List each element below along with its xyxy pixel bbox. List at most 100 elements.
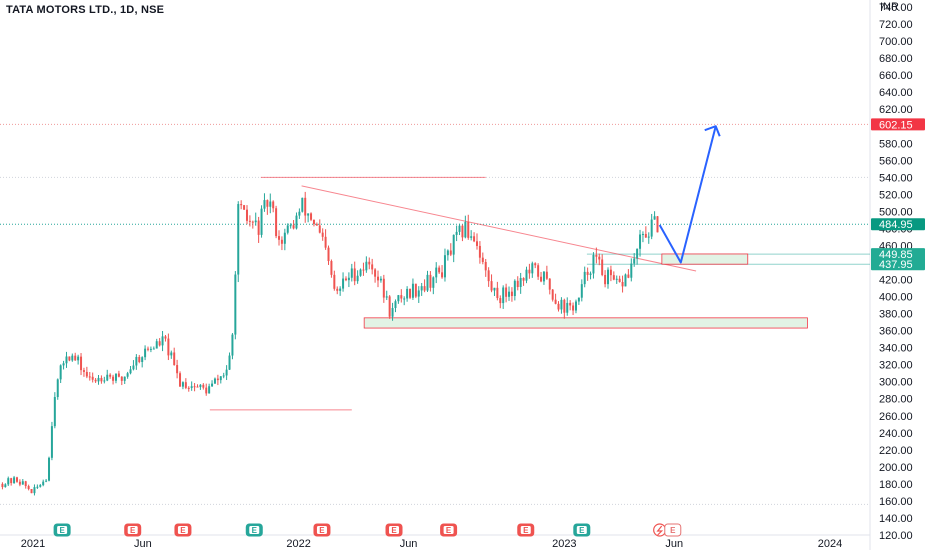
earnings-marker: E — [440, 523, 458, 537]
candle-body — [10, 478, 13, 484]
candle — [589, 271, 592, 280]
candle — [141, 356, 144, 368]
candle-body — [219, 376, 222, 381]
candle-body — [464, 221, 467, 238]
candle-body — [170, 352, 173, 356]
candle — [1, 482, 4, 490]
candle-body — [435, 267, 438, 278]
earnings-badge-inner — [127, 526, 138, 534]
candle — [400, 289, 403, 303]
candle-body — [280, 239, 283, 244]
candle — [481, 252, 484, 265]
candle — [359, 268, 362, 277]
candle — [342, 272, 345, 292]
candle-body — [283, 232, 286, 244]
candle — [452, 234, 455, 263]
earnings-letter: E — [446, 526, 452, 535]
candle — [612, 271, 615, 281]
candle — [580, 279, 583, 302]
candle — [601, 254, 604, 277]
candle-body — [525, 269, 528, 281]
price-tick-label: 180.00 — [879, 479, 913, 491]
candle-body — [289, 225, 292, 227]
candle — [240, 200, 243, 210]
candle-body — [510, 291, 513, 297]
candle-body — [138, 356, 141, 362]
candle — [560, 297, 563, 314]
candle-body — [388, 296, 391, 317]
candle — [245, 205, 248, 225]
candle — [280, 236, 283, 251]
candle — [525, 266, 528, 284]
candle-body — [213, 378, 216, 384]
candle — [85, 366, 88, 379]
price-tick-label: 640.00 — [879, 87, 913, 99]
candle — [374, 268, 377, 283]
candle — [304, 191, 307, 223]
candle-body — [205, 387, 208, 394]
candle-body — [601, 259, 604, 275]
candle — [510, 287, 513, 302]
candle-body — [382, 278, 385, 298]
earnings-marker: E — [313, 523, 331, 537]
candle-body — [496, 287, 499, 299]
candle — [295, 212, 298, 230]
candle-body — [307, 213, 310, 216]
price-label-text: 484.95 — [879, 219, 913, 231]
candle-body — [522, 278, 525, 281]
candle-body — [266, 200, 269, 207]
lightning-icon — [656, 525, 664, 536]
candle-body — [257, 220, 260, 235]
candle — [56, 378, 59, 400]
candle — [540, 271, 543, 283]
candle — [231, 333, 234, 360]
candle-body — [248, 220, 251, 222]
candle-body — [21, 481, 24, 485]
candle-body — [394, 301, 397, 309]
candle-body — [109, 374, 112, 377]
candle-body — [499, 298, 502, 304]
earnings-marker: E — [573, 523, 591, 537]
candle — [592, 252, 595, 279]
candle — [109, 373, 112, 379]
candle-body — [452, 234, 455, 255]
candle — [312, 219, 315, 227]
candle — [574, 299, 577, 314]
candle — [149, 346, 152, 353]
price-tick-label: 540.00 — [879, 172, 913, 184]
candle — [117, 370, 120, 378]
candle-body — [362, 269, 365, 271]
earnings-letter: E — [579, 526, 585, 535]
candle — [42, 479, 45, 487]
candle — [222, 372, 225, 379]
candle-body — [607, 269, 610, 285]
candle — [112, 374, 115, 385]
candle — [292, 220, 295, 230]
candle — [461, 224, 464, 242]
candle-body — [48, 457, 51, 481]
candle-body — [7, 478, 10, 485]
price-tick-label: 740.00 — [879, 2, 913, 14]
candle — [426, 270, 429, 292]
dividend-marker — [653, 523, 667, 537]
candle-body — [473, 236, 476, 242]
candle-body — [71, 355, 74, 361]
candle-body — [438, 267, 441, 273]
candle — [441, 265, 444, 279]
candle — [443, 248, 446, 282]
candle — [644, 226, 647, 238]
candle-body — [537, 265, 540, 277]
earnings-letter: E — [670, 526, 676, 535]
time-scale[interactable]: 2021 Jun 2022 Jun 2023 Jun 2024 — [21, 538, 842, 550]
candle — [508, 286, 511, 301]
candle — [161, 330, 164, 352]
candle — [283, 228, 286, 251]
candle-body — [417, 290, 420, 297]
candle-body — [176, 365, 179, 374]
candle — [310, 212, 313, 222]
candle-body — [114, 373, 117, 381]
candle — [531, 261, 534, 278]
candle — [379, 276, 382, 283]
